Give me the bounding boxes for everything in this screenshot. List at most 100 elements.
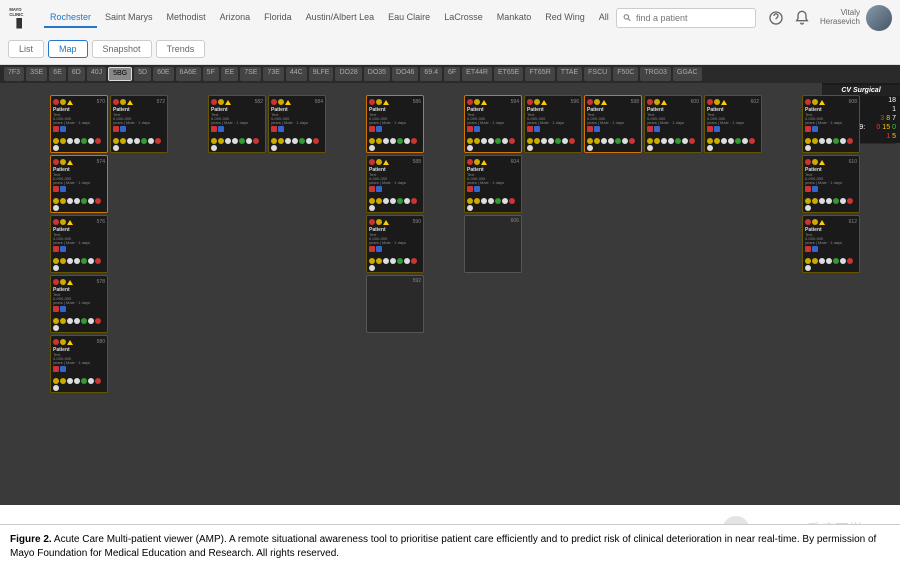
help-icon[interactable] bbox=[768, 10, 784, 26]
unit-tab[interactable]: 60E bbox=[153, 67, 173, 81]
unit-tab[interactable]: FSCU bbox=[584, 67, 611, 81]
unit-tab[interactable]: 7F3 bbox=[4, 67, 24, 81]
header-top-row: MAYOCLINIC RochesterSaint MarysMethodist… bbox=[0, 0, 900, 36]
grid-column: 608PatientText0-000-000years | Male · 1 … bbox=[802, 95, 860, 393]
grid-row: 604PatientText0-000-000years | Male · 1 … bbox=[464, 155, 762, 213]
patient-card[interactable]: 602PatientText0-000-000years | Male · 1 … bbox=[704, 95, 762, 153]
caption-label: Figure 2. bbox=[10, 534, 52, 545]
patient-card[interactable]: 608PatientText0-000-000years | Male · 1 … bbox=[802, 95, 860, 153]
unit-tab[interactable]: 73E bbox=[263, 67, 283, 81]
unit-tab[interactable]: FT65R bbox=[525, 67, 554, 81]
patient-card[interactable]: 612PatientText0-000-000years | Male · 1 … bbox=[802, 215, 860, 273]
patient-card[interactable]: 570PatientText0-000-000years | Male · 1 … bbox=[50, 95, 108, 153]
grid-column: 594PatientText0-000-000years | Male · 1 … bbox=[464, 95, 762, 393]
patient-card[interactable]: 572PatientText0-000-000years | Male · 1 … bbox=[110, 95, 168, 153]
unit-tab[interactable]: F50C bbox=[613, 67, 638, 81]
unit-tab[interactable]: 40J bbox=[87, 67, 106, 81]
unit-tab[interactable]: ET44R bbox=[462, 67, 492, 81]
patient-card[interactable]: 574PatientText0-000-000years | Male · 1 … bbox=[50, 155, 108, 213]
location-tab-saintmarys[interactable]: Saint Marys bbox=[99, 8, 159, 28]
patient-search[interactable] bbox=[616, 8, 756, 28]
patient-card[interactable]: 582PatientText0-000-000years | Male · 1 … bbox=[208, 95, 266, 153]
grid-row: 606 bbox=[464, 215, 762, 273]
view-tab-trends[interactable]: Trends bbox=[156, 40, 206, 58]
patient-card[interactable]: 584PatientText0-000-000years | Male · 1 … bbox=[268, 95, 326, 153]
unit-tab[interactable]: 6F bbox=[444, 67, 460, 81]
patient-card[interactable]: 580PatientText0-000-000years | Male · 1 … bbox=[50, 335, 108, 393]
unit-tab[interactable]: 44C bbox=[286, 67, 307, 81]
grid-column: 582PatientText0-000-000years | Male · 1 … bbox=[208, 95, 326, 393]
unit-tab[interactable]: 6E bbox=[49, 67, 66, 81]
view-tab-map[interactable]: Map bbox=[48, 40, 88, 58]
grid-row: 594PatientText0-000-000years | Male · 1 … bbox=[464, 95, 762, 153]
location-tab-all[interactable]: All bbox=[593, 8, 615, 28]
grid-row: 612PatientText0-000-000years | Male · 1 … bbox=[802, 215, 860, 273]
unit-tab[interactable]: 5F bbox=[203, 67, 219, 81]
patient-card[interactable]: 604PatientText0-000-000years | Male · 1 … bbox=[464, 155, 522, 213]
grid-row: 610PatientText0-000-000years | Male · 1 … bbox=[802, 155, 860, 213]
view-tab-snapshot[interactable]: Snapshot bbox=[92, 40, 152, 58]
patient-card[interactable]: 594PatientText0-000-000years | Male · 1 … bbox=[464, 95, 522, 153]
patient-card[interactable]: 600PatientText0-000-000years | Male · 1 … bbox=[644, 95, 702, 153]
unit-tab[interactable]: 9LFE bbox=[309, 67, 334, 81]
grid-row: 608PatientText0-000-000years | Male · 1 … bbox=[802, 95, 860, 153]
grid-row: 576PatientText0-000-000years | Male · 1 … bbox=[50, 215, 168, 273]
location-tab-redwing[interactable]: Red Wing bbox=[539, 8, 591, 28]
view-tabs: ListMapSnapshotTrends bbox=[0, 36, 900, 62]
patient-map-canvas: Update Time: 7F33SE6E6D40J5BG5D60E6A6E5F… bbox=[0, 65, 900, 505]
patient-card[interactable]: 596PatientText0-000-000years | Male · 1 … bbox=[524, 95, 582, 153]
patient-card[interactable]: 588PatientText0-000-000years | Male · 1 … bbox=[366, 155, 424, 213]
avatar bbox=[866, 5, 892, 31]
location-tab-methodist[interactable]: Methodist bbox=[161, 8, 212, 28]
location-tab-florida[interactable]: Florida bbox=[258, 8, 298, 28]
grid-row: 590PatientText0-000-000years | Male · 1 … bbox=[366, 215, 424, 273]
location-tab-rochester[interactable]: Rochester bbox=[44, 8, 97, 28]
unit-tab[interactable]: 7SE bbox=[240, 67, 261, 81]
header-actions: VitalyHerasevich bbox=[768, 5, 892, 31]
patient-card[interactable]: 578PatientText0-000-000years | Male · 1 … bbox=[50, 275, 108, 333]
unit-tab[interactable]: 3SE bbox=[26, 67, 47, 81]
mayo-logo: MAYOCLINIC bbox=[8, 4, 36, 32]
location-tab-mankato[interactable]: Mankato bbox=[491, 8, 538, 28]
location-tab-arizona[interactable]: Arizona bbox=[214, 8, 257, 28]
grid-row: 578PatientText0-000-000years | Male · 1 … bbox=[50, 275, 168, 333]
grid-column: 570PatientText0-000-000years | Male · 1 … bbox=[50, 95, 168, 393]
empty-bed[interactable]: 606 bbox=[464, 215, 522, 273]
search-input[interactable] bbox=[636, 13, 749, 23]
unit-tab[interactable]: ET65E bbox=[494, 67, 523, 81]
empty-bed[interactable]: 592 bbox=[366, 275, 424, 333]
location-tab-austinalbertlea[interactable]: Austin/Albert Lea bbox=[300, 8, 381, 28]
grid-row: 574PatientText0-000-000years | Male · 1 … bbox=[50, 155, 168, 213]
unit-tab[interactable]: 5D bbox=[134, 67, 151, 81]
grid-row: 570PatientText0-000-000years | Male · 1 … bbox=[50, 95, 168, 153]
view-tab-list[interactable]: List bbox=[8, 40, 44, 58]
user-menu[interactable]: VitalyHerasevich bbox=[820, 5, 892, 31]
patient-card[interactable]: 590PatientText0-000-000years | Male · 1 … bbox=[366, 215, 424, 273]
grid-column: 586PatientText0-000-000years | Male · 1 … bbox=[366, 95, 424, 393]
unit-tab[interactable]: 6A6E bbox=[176, 67, 201, 81]
unit-tab[interactable]: 69.4 bbox=[420, 67, 442, 81]
unit-tab[interactable]: 6D bbox=[68, 67, 85, 81]
unit-tab[interactable]: EE bbox=[221, 67, 238, 81]
unit-tab[interactable]: DO28 bbox=[335, 67, 361, 81]
figure-caption: Figure 2. Acute Care Multi-patient viewe… bbox=[0, 524, 900, 569]
unit-tab[interactable]: TRG03 bbox=[640, 67, 671, 81]
patient-grid: 570PatientText0-000-000years | Male · 1 … bbox=[50, 95, 860, 393]
user-name-label: VitalyHerasevich bbox=[820, 9, 860, 27]
location-tab-eauclaire[interactable]: Eau Claire bbox=[382, 8, 436, 28]
unit-tabs: 7F33SE6E6D40J5BG5D60E6A6E5FEE7SE73E44C9L… bbox=[0, 65, 900, 83]
grid-row: 582PatientText0-000-000years | Male · 1 … bbox=[208, 95, 326, 153]
patient-card[interactable]: 598PatientText0-000-000years | Male · 1 … bbox=[584, 95, 642, 153]
unit-tab[interactable]: DO46 bbox=[392, 67, 418, 81]
grid-row: 586PatientText0-000-000years | Male · 1 … bbox=[366, 95, 424, 153]
app-header: MAYOCLINIC RochesterSaint MarysMethodist… bbox=[0, 0, 900, 65]
bell-icon[interactable] bbox=[794, 10, 810, 26]
patient-card[interactable]: 576PatientText0-000-000years | Male · 1 … bbox=[50, 215, 108, 273]
location-tab-lacrosse[interactable]: LaCrosse bbox=[438, 8, 489, 28]
patient-card[interactable]: 610PatientText0-000-000years | Male · 1 … bbox=[802, 155, 860, 213]
unit-tab[interactable]: 5BG bbox=[108, 67, 132, 81]
unit-tab[interactable]: GGAC bbox=[673, 67, 702, 81]
unit-tab[interactable]: TTAE bbox=[557, 67, 582, 81]
patient-card[interactable]: 586PatientText0-000-000years | Male · 1 … bbox=[366, 95, 424, 153]
unit-tab[interactable]: DO35 bbox=[364, 67, 390, 81]
